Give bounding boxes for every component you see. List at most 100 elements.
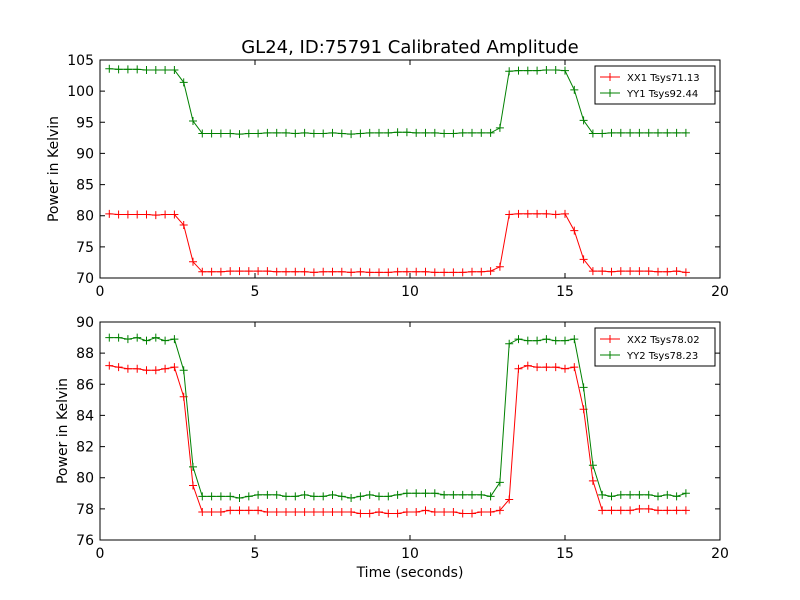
data-point	[495, 478, 504, 487]
data-point	[207, 507, 216, 516]
data-point	[309, 507, 318, 516]
data-point	[347, 268, 356, 277]
data-point	[486, 492, 495, 501]
figure-title: GL24, ID:75791 Calibrated Amplitude	[241, 37, 579, 58]
legend-label: YY1 Tsys92.44	[626, 89, 698, 100]
data-point	[570, 226, 579, 235]
data-point	[523, 361, 532, 370]
data-point	[291, 267, 300, 276]
legend-marker	[606, 89, 614, 97]
data-point	[123, 364, 132, 373]
legend-label: YY2 Tsys78.23	[626, 351, 698, 362]
data-point	[477, 490, 486, 499]
data-point	[542, 209, 551, 218]
data-point	[579, 116, 588, 125]
data-point	[142, 65, 151, 74]
data-point	[375, 268, 383, 277]
data-point	[616, 128, 625, 137]
data-point	[189, 257, 197, 266]
data-point	[523, 209, 532, 218]
data-point	[300, 267, 309, 276]
y-tick-label: 86	[76, 377, 94, 393]
data-point	[226, 506, 235, 515]
data-point	[319, 492, 328, 501]
data-point	[198, 267, 207, 276]
data-point	[272, 490, 281, 499]
data-point	[663, 490, 672, 499]
data-point	[412, 507, 421, 516]
data-point	[421, 267, 430, 276]
data-point	[514, 66, 523, 75]
data-point	[672, 267, 681, 276]
data-point	[607, 128, 616, 137]
bottom-subplot: 0 5 10 15 20 76 78 80 82 84 86 88 90 Power in Kelvin T…	[55, 315, 729, 581]
data-point	[393, 509, 402, 518]
data-point	[440, 507, 449, 516]
data-point	[114, 333, 123, 342]
data-point	[133, 333, 142, 342]
data-point	[542, 363, 551, 372]
data-point	[505, 210, 514, 219]
x-tick-label: 0	[96, 284, 105, 300]
data-point	[495, 262, 504, 271]
data-point	[142, 210, 151, 219]
data-point	[142, 366, 151, 375]
y-tick-label: 100	[67, 84, 94, 100]
data-point	[123, 335, 132, 344]
data-point	[514, 364, 523, 373]
y-tick-label: 82	[76, 440, 94, 456]
data-point	[654, 506, 662, 515]
data-point	[644, 490, 653, 499]
data-point	[235, 506, 244, 515]
data-point	[244, 492, 253, 501]
data-point	[337, 129, 346, 138]
legend: XX2 Tsys78.02 YY2 Tsys78.23	[594, 327, 716, 367]
data-point	[430, 128, 439, 137]
data-point	[626, 267, 635, 276]
data-point	[681, 489, 690, 498]
x-tick-label: 20	[711, 546, 729, 562]
y-tick-label: 76	[76, 533, 94, 549]
x-tick-label: 10	[401, 546, 419, 562]
data-point	[681, 506, 690, 515]
data-point	[616, 267, 625, 276]
data-point	[328, 507, 337, 516]
data-point	[365, 490, 374, 499]
data-point	[309, 492, 318, 501]
data-point	[235, 493, 244, 502]
data-point	[505, 339, 514, 348]
data-point	[635, 490, 644, 499]
data-point	[328, 490, 337, 499]
data-point	[588, 476, 597, 485]
legend-label: XX2 Tsys78.02	[627, 335, 700, 346]
data-point	[449, 507, 458, 516]
data-point	[263, 490, 272, 499]
data-point	[300, 507, 309, 516]
data-point	[263, 267, 272, 276]
data-point	[254, 490, 263, 499]
legend-marker	[606, 351, 614, 359]
data-point	[179, 78, 188, 87]
y-tick-label: 95	[76, 115, 94, 131]
legend-box	[594, 327, 716, 367]
top-subplot: 0 5 10 15 20 70 75 80 85 90 95 100 105 Power in Kelvi…	[46, 53, 729, 300]
y-tick-label: 90	[76, 146, 94, 162]
data-point	[570, 335, 579, 344]
y-tick-label: 85	[76, 178, 94, 194]
series-xx2-tsys78-02	[105, 362, 690, 518]
data-point	[291, 129, 300, 138]
data-point	[365, 128, 374, 137]
data-point	[588, 461, 597, 470]
legend-marker	[606, 335, 614, 343]
data-point	[607, 267, 616, 276]
data-point	[244, 129, 253, 138]
y-tick-label: 90	[76, 315, 94, 331]
data-point	[123, 65, 132, 74]
data-point	[514, 209, 523, 218]
data-point	[142, 336, 151, 345]
data-point	[402, 128, 411, 137]
data-point	[189, 481, 197, 490]
data-point	[393, 490, 402, 499]
x-tick-label: 5	[251, 284, 260, 300]
data-point	[505, 495, 514, 504]
